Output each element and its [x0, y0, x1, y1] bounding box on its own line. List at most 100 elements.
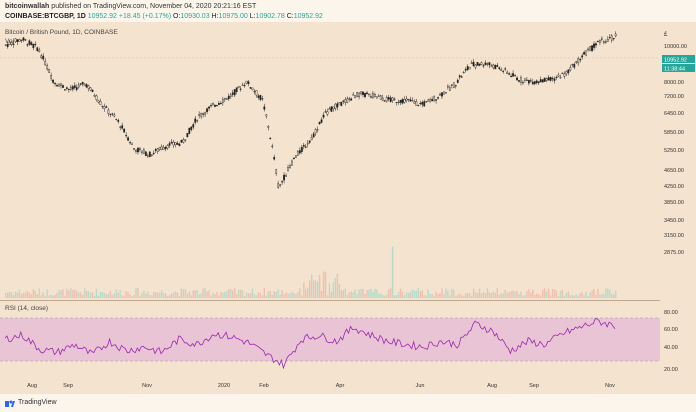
- time-tick-label: Nov: [605, 383, 615, 389]
- volume-bar: [504, 289, 506, 298]
- candle-body: [563, 73, 566, 77]
- volume-bar: [488, 292, 491, 298]
- volume-bar: [516, 290, 518, 298]
- candle-body: [109, 113, 112, 115]
- volume-bar: [87, 291, 90, 298]
- volume-bar: [249, 292, 252, 298]
- volume-bar: [447, 290, 449, 298]
- volume-bar: [429, 293, 431, 298]
- candle-body: [587, 48, 589, 51]
- volume-bar: [492, 291, 495, 298]
- rsi-pane[interactable]: [0, 300, 696, 378]
- volume-bar: [512, 290, 514, 298]
- candle-body: [192, 124, 195, 128]
- candle-body: [510, 75, 512, 78]
- candle-body: [429, 99, 432, 103]
- volume-bar: [386, 294, 388, 298]
- volume-bar: [269, 290, 271, 298]
- candle-body: [518, 80, 520, 82]
- candle-body: [218, 103, 220, 105]
- volume-bar: [91, 292, 94, 298]
- volume-bar: [89, 292, 92, 298]
- volume-bar: [312, 280, 315, 298]
- candle-body: [139, 148, 141, 150]
- candle-body: [178, 143, 181, 146]
- volume-bar: [305, 289, 307, 298]
- volume-bar: [314, 280, 317, 298]
- candle-body: [267, 125, 270, 128]
- volume-bar: [370, 288, 372, 298]
- volume-bar: [190, 295, 192, 298]
- volume-bar: [457, 294, 459, 298]
- candle-body: [468, 66, 471, 70]
- candle-body: [69, 86, 72, 90]
- candle-body: [38, 49, 41, 52]
- candle-body: [561, 72, 564, 74]
- volume-bar: [553, 289, 556, 298]
- candle-body: [229, 94, 232, 97]
- volume-bar: [589, 292, 591, 298]
- candle-body: [216, 105, 218, 107]
- volume-bar: [283, 294, 285, 298]
- volume-bar: [571, 294, 573, 298]
- candle-body: [154, 149, 157, 151]
- volume-bar: [601, 293, 603, 298]
- volume-bar: [382, 295, 384, 298]
- volume-bar: [364, 293, 366, 298]
- brand-name[interactable]: TradingView: [18, 399, 57, 406]
- candle-body: [445, 92, 447, 94]
- volume-bar: [10, 292, 13, 298]
- candle-body: [614, 33, 617, 37]
- volume-bar: [232, 290, 234, 298]
- volume-bar: [459, 293, 461, 298]
- time-tick-label: Aug: [27, 383, 37, 389]
- volume-bar: [34, 290, 37, 298]
- high-value: 10975.00: [218, 13, 248, 20]
- candle-body: [529, 80, 532, 82]
- candle-body: [531, 81, 534, 85]
- volume-bar: [70, 288, 72, 298]
- candle-body: [520, 77, 522, 83]
- volume-bar: [168, 295, 171, 298]
- candle-body: [567, 69, 570, 73]
- volume-bar: [222, 292, 224, 298]
- candle-body: [601, 38, 603, 40]
- volume-bar: [220, 291, 222, 298]
- volume-bar: [239, 289, 242, 298]
- rsi-tick-label: 80.00: [664, 310, 678, 316]
- candle-body: [350, 98, 353, 101]
- volume-bar: [6, 292, 9, 298]
- price-axis[interactable]: 10000.008800.008000.007200.006450.005850…: [660, 22, 696, 378]
- time-axis[interactable]: Aug Sep Nov 2020 Feb Apr Jun Aug Sep Nov: [0, 378, 660, 392]
- candle-body: [310, 137, 313, 141]
- volume-bar: [46, 289, 48, 298]
- volume-bar: [287, 293, 289, 298]
- volume-bar: [257, 292, 260, 298]
- volume-bar: [147, 291, 149, 298]
- candle-body: [346, 98, 349, 103]
- candle-body: [348, 98, 351, 100]
- volume-bar: [342, 290, 344, 298]
- candle-body: [316, 129, 319, 131]
- volume-bar: [93, 295, 96, 298]
- volume-bar: [44, 295, 46, 298]
- candle-body: [595, 43, 597, 46]
- volume-bar: [196, 289, 198, 298]
- price-pane[interactable]: [0, 22, 696, 300]
- volume-bar: [48, 295, 50, 298]
- candle-body: [4, 44, 7, 46]
- candle-body: [372, 93, 374, 98]
- candle-body: [608, 37, 611, 39]
- candle-body: [500, 69, 503, 71]
- candle-body: [555, 76, 558, 78]
- volume-bar: [360, 288, 362, 298]
- volume-bar: [393, 295, 396, 298]
- candle-body: [381, 97, 384, 101]
- candle-body: [162, 147, 165, 150]
- candle-body: [516, 77, 518, 81]
- volume-bar: [16, 292, 19, 298]
- rsi-tick-label: 60.00: [664, 327, 678, 333]
- publisher-name[interactable]: bitcoinwallah: [5, 3, 50, 10]
- candle-body: [577, 58, 580, 64]
- candle-body: [200, 113, 203, 117]
